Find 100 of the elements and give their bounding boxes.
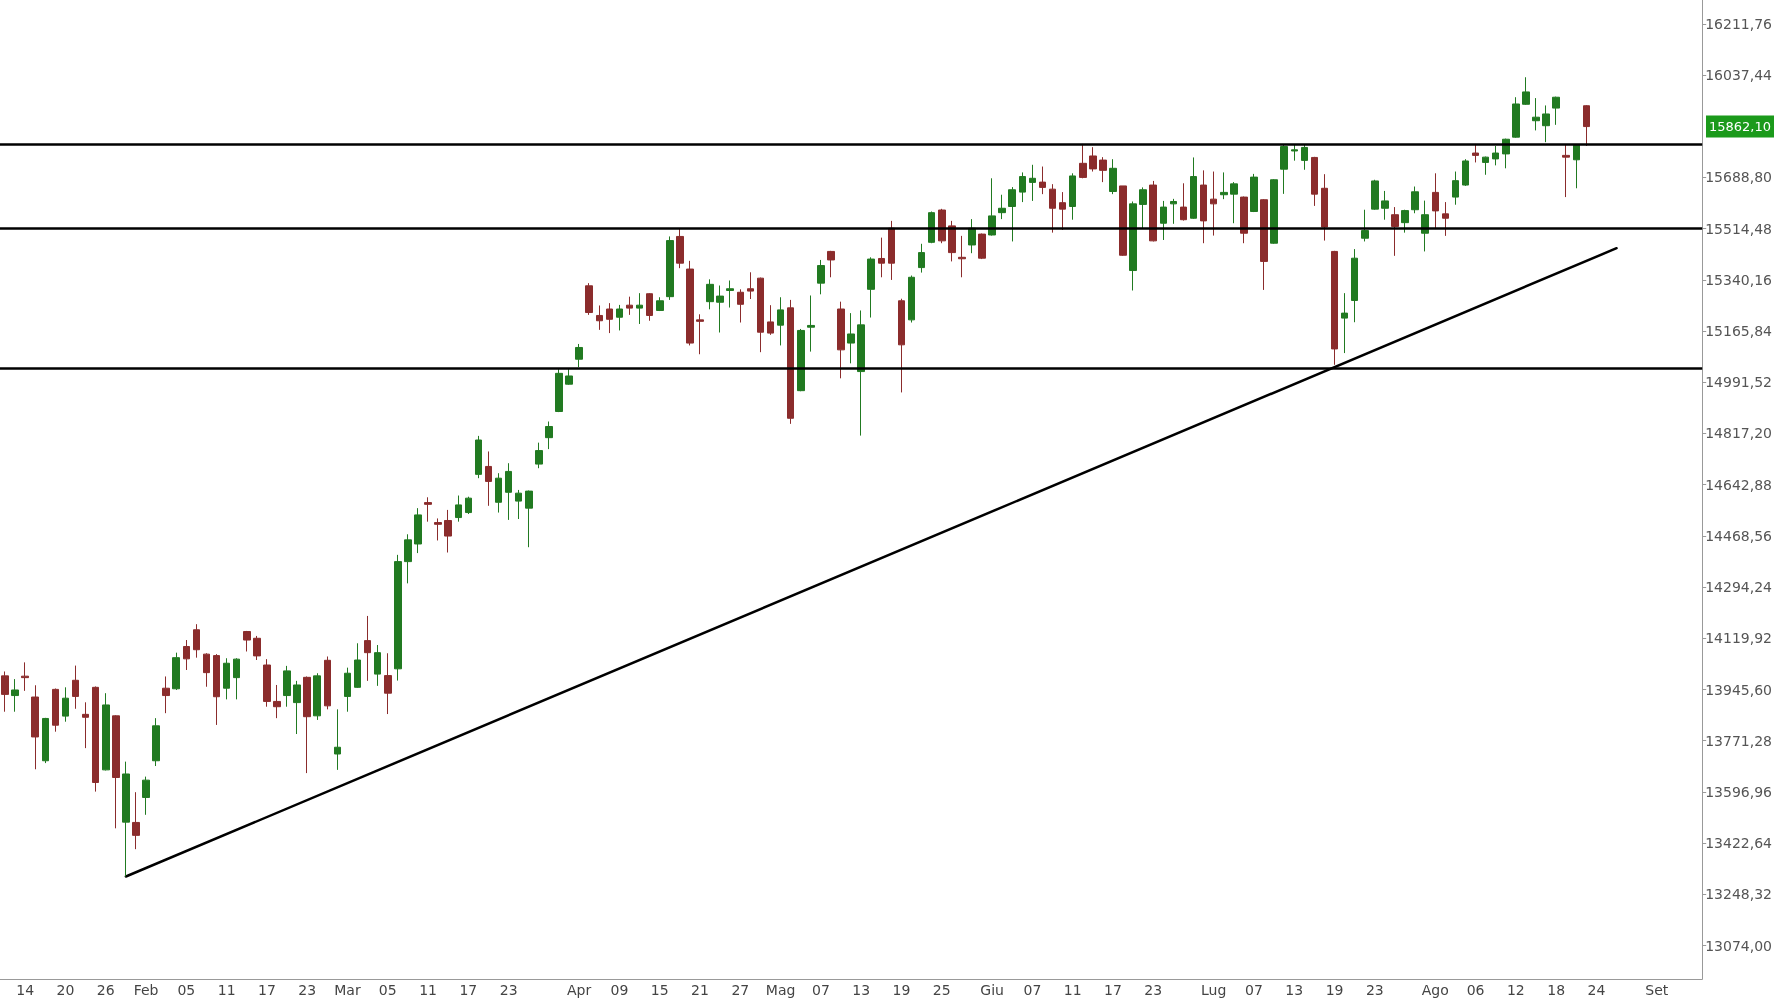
x-tick-label: 14 [16,982,35,998]
x-tick-label: 19 [892,982,911,998]
candlestick [303,675,311,774]
y-tick-label: 16211,76 [1705,15,1773,32]
candlestick [1,670,9,713]
candlestick [394,554,402,682]
candlestick [606,302,613,334]
candlestick [1069,172,1076,221]
candlestick [485,450,492,507]
y-tick-label: 13771,28 [1705,732,1773,749]
x-tick-label: 27 [731,982,750,998]
candlestick [505,462,512,521]
candlestick [1119,185,1127,257]
candlestick [1129,201,1137,291]
candlestick [1190,156,1197,220]
candlestick [162,675,170,714]
y-tick-label: 13945,60 [1705,681,1773,698]
candlestick [444,509,452,554]
candlestick [767,304,774,336]
x-tick-label: 17 [459,982,478,998]
candlestick [1260,198,1268,291]
candlestick [374,644,381,687]
candlestick [737,288,744,324]
y-tick-label: 13422,64 [1705,835,1773,852]
candlestick [1341,292,1348,354]
candlestick [1250,173,1258,213]
x-tick-label: 12 [1506,982,1525,998]
x-tick-label: 23 [298,982,317,998]
candlestick [857,309,865,437]
candlestick [1291,144,1298,162]
candlestick [1391,206,1399,257]
text: 15862,10 [1708,119,1772,135]
candlestick [253,635,261,661]
y-tick-label: 15165,84 [1705,323,1773,340]
candlestick [1482,156,1489,176]
candlestick [1522,76,1530,106]
candlestick [344,667,351,713]
candlestick [545,421,553,450]
x-tick-label: 17 [1104,982,1122,998]
candlestick [797,328,805,392]
y-tick-label: 14294,24 [1705,579,1773,596]
candlestick [878,237,885,278]
x-tick-label: 25 [932,982,951,998]
candlestick [666,235,674,301]
x-tick-label: 11 [419,982,437,998]
x-tick-label: 17 [258,982,276,998]
candlestick [1079,143,1087,179]
candlestick [172,652,180,691]
candlestick [938,208,946,244]
candlestick [1139,186,1147,230]
candlestick [1039,166,1046,195]
candlestick [72,665,79,710]
candlestick [313,672,321,721]
candlestick [495,472,502,514]
candlestick [1452,171,1459,206]
candlestick [263,658,271,708]
x-tick-label: 19 [1325,982,1344,998]
y-tick-label: 16037,44 [1705,67,1773,84]
candlestick [92,685,99,793]
candlestick [1532,97,1540,131]
x-tick-label: Feb [133,982,159,998]
candlestick [384,652,392,715]
candlestick [807,294,815,353]
candlestick [354,642,361,689]
x-tick-label: 11 [1063,982,1082,998]
y-tick-label: 14119,92 [1705,630,1773,647]
candlestick [1401,209,1409,234]
candlestick [757,277,764,353]
candlestick [112,714,120,829]
candlestick [233,657,240,700]
candlestick [1240,196,1248,244]
x-tick-label: 05 [378,982,397,998]
candlestick [636,292,643,325]
candlestick [102,692,110,771]
candlestick [11,678,19,713]
candlestick [1492,145,1499,166]
candlestick [404,533,412,584]
x-tick-label: 18 [1547,982,1566,998]
candlestick [1170,198,1177,225]
candlestick [283,665,291,708]
candlestick [676,227,684,269]
candlestick [142,776,150,816]
candlestick [1301,144,1308,171]
x-tick-label: 06 [1466,982,1485,998]
candlestick [777,296,784,346]
candlestick [918,243,925,274]
candlestick [1411,186,1419,214]
y-tick-label: 15688,80 [1705,169,1773,186]
candlestick [847,312,855,364]
candlestick [193,623,200,659]
candlestick [646,292,653,322]
y-tick-label: 15514,48 [1705,220,1773,237]
candlestick [535,442,543,469]
candlestick [575,343,583,368]
candlestick [1049,183,1056,234]
candlestick [1270,178,1278,245]
candlestick [596,304,603,331]
candlestick [626,296,633,316]
x-tick-label: Giu [980,982,1004,998]
x-tick-label: 11 [217,982,236,998]
